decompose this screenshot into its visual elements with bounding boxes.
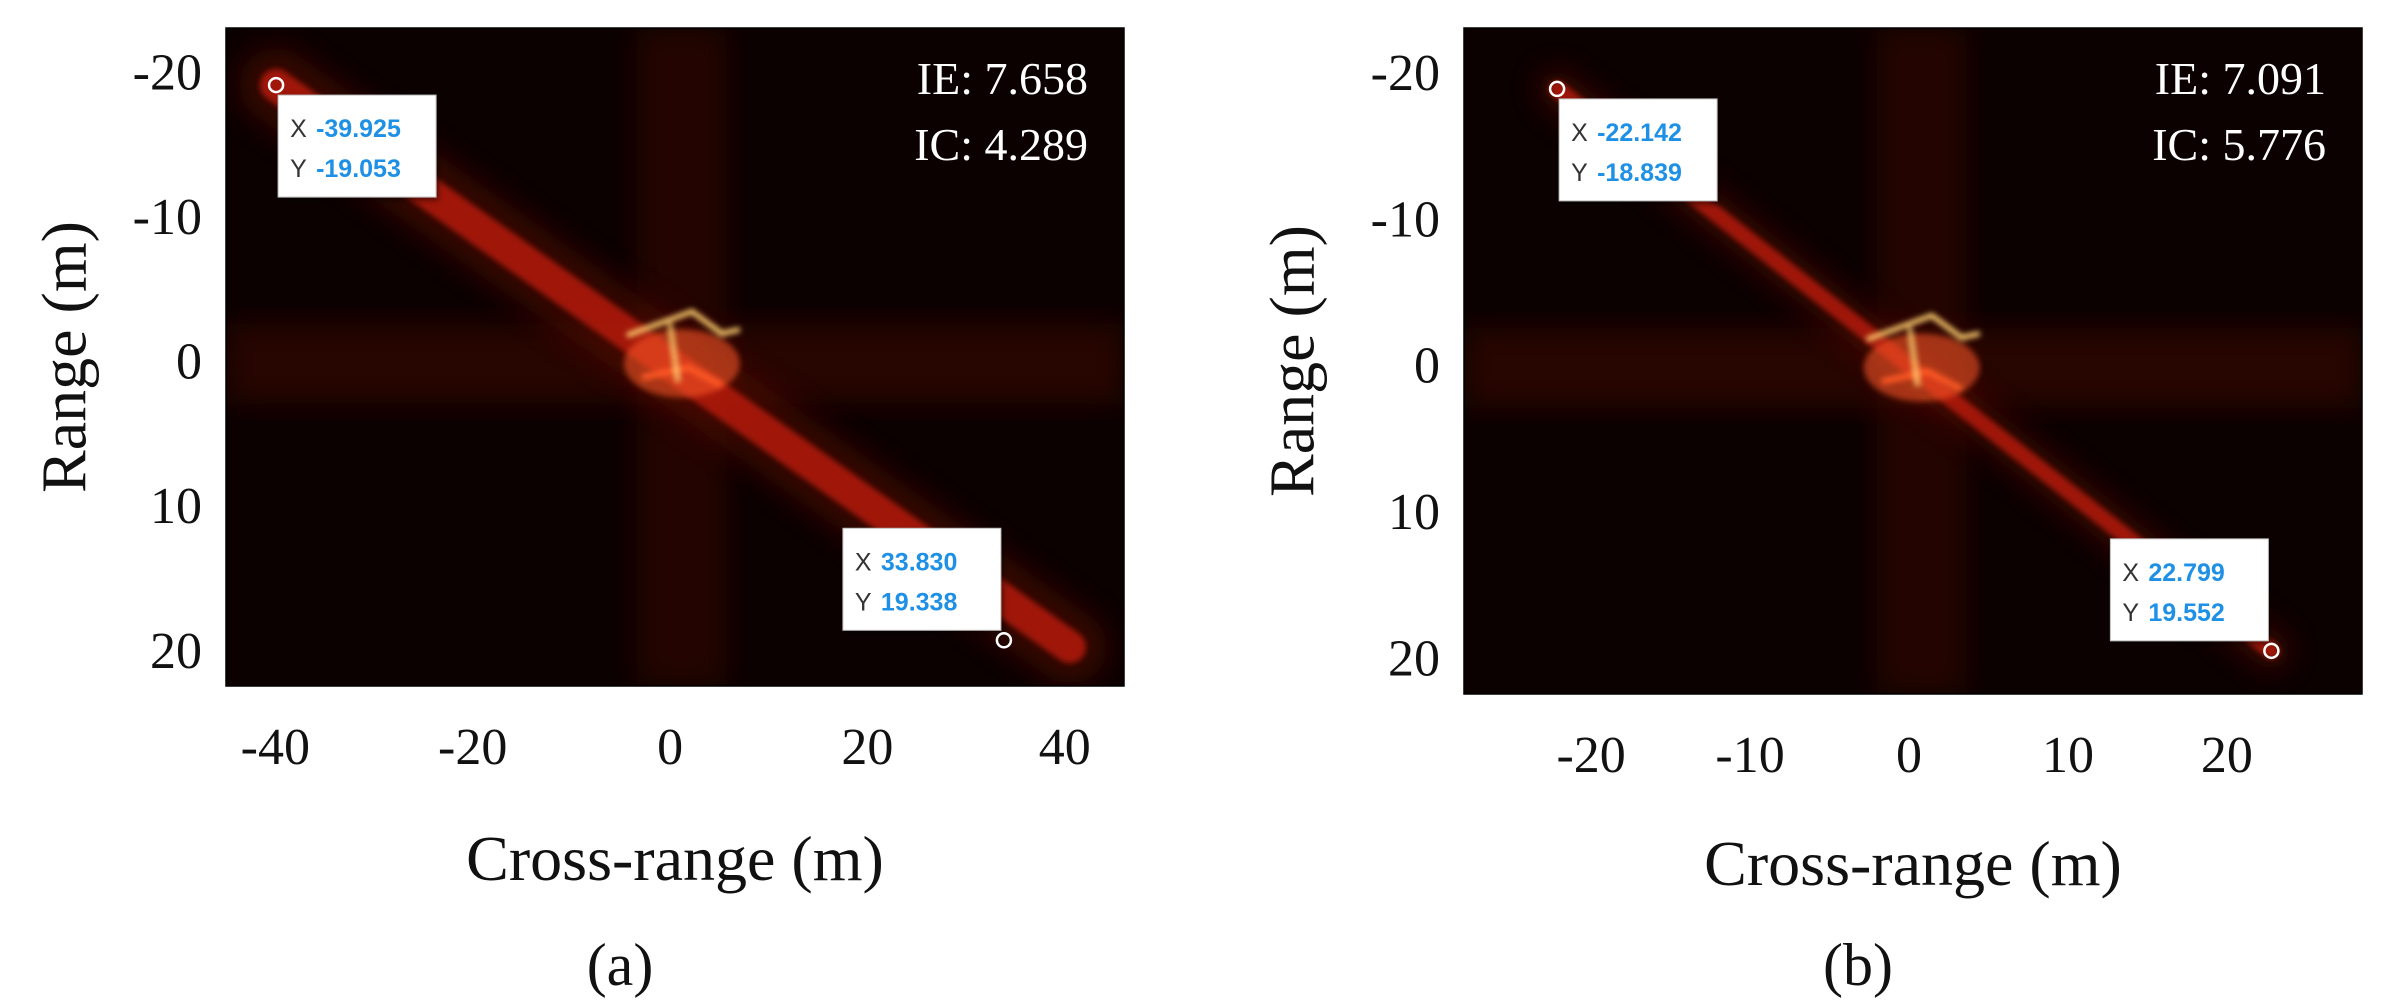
panel-label-b: (b) [1823, 932, 1893, 998]
y-axis-label-a: Range (m) [29, 221, 100, 493]
datatip-box [1558, 98, 1718, 202]
y-tick-label: 20 [150, 623, 202, 680]
datatip-y-value: 19.552 [2148, 599, 2224, 627]
panel-label-a: (a) [587, 932, 654, 998]
x-axis-label-a: Cross-range (m) [466, 823, 884, 894]
datatip-1: X -22.142 Y -18.839 [1548, 80, 1718, 202]
datatip-x-label: X [1571, 119, 1588, 147]
ticks-b: -20 -10 0 10 20 -20 -10 0 10 20 [1371, 45, 2253, 784]
datatip-y-value: -19.053 [316, 155, 401, 183]
datatip-marker [267, 76, 285, 94]
datatip-x-value: 22.799 [2148, 559, 2224, 587]
datatip-y-label: Y [1571, 159, 1588, 187]
metric-ic: IC: 5.776 [2152, 119, 2326, 170]
datatip-y-label: Y [290, 155, 307, 183]
datatip-2: X 33.830 Y 19.338 [842, 527, 1013, 649]
datatip-y-label: Y [855, 588, 872, 616]
plot-area-b: IE: 7.091 IC: 5.776 X -22.142 Y -18.839 X 22.79… [1463, 27, 2363, 695]
y-tick-label: -10 [133, 189, 202, 246]
x-tick-label: -20 [1556, 727, 1625, 784]
x-tick-label: -10 [1715, 727, 1784, 784]
x-tick-label: 0 [657, 719, 683, 776]
datatip-x-value: -22.142 [1597, 119, 1682, 147]
datatip-1: X -39.925 Y -19.053 [267, 76, 437, 198]
datatip-box [2109, 538, 2269, 642]
y-tick-label: -20 [133, 44, 202, 101]
datatip-marker [995, 632, 1013, 649]
plot-frame [1463, 27, 2363, 695]
datatip-box [277, 94, 437, 198]
datatip-x-value: 33.830 [881, 548, 957, 576]
datatip-x-label: X [290, 115, 307, 143]
x-tick-label: -40 [241, 719, 310, 776]
metric-ie: IE: 7.658 [917, 53, 1088, 104]
datatip-2: X 22.799 Y 19.552 [2109, 538, 2280, 660]
target-scatterers [1863, 312, 1981, 402]
x-tick-label: 20 [2201, 727, 2253, 784]
y-axis-label-b: Range (m) [1257, 225, 1328, 497]
y-tick-label: 10 [1388, 484, 1440, 541]
x-tick-label: 20 [841, 719, 893, 776]
y-tick-label: -10 [1371, 191, 1440, 248]
datatip-box [842, 527, 1002, 631]
plot-area-a: IE: 7.658 IC: 4.289 X -39.925 Y -19.053 X 33.83… [225, 27, 1125, 687]
y-tick-label: -20 [1371, 45, 1440, 102]
x-tick-label: 10 [2042, 727, 2094, 784]
datatip-y-label: Y [2122, 599, 2139, 627]
datatip-marker [1548, 80, 1566, 98]
datatip-y-value: 19.338 [881, 588, 958, 616]
datatip-x-label: X [855, 548, 872, 576]
plot-frame [225, 27, 1125, 687]
x-tick-label: 40 [1039, 719, 1091, 776]
y-tick-label: 10 [150, 478, 202, 535]
x-axis-label-b: Cross-range (m) [1704, 828, 2122, 899]
metric-ie: IE: 7.091 [2155, 53, 2326, 104]
panel-a: IE: 7.658 IC: 4.289 X -39.925 Y -19.053 X 33.83… [29, 27, 1125, 998]
datatip-marker [2263, 642, 2280, 660]
panel-b: IE: 7.091 IC: 5.776 X -22.142 Y -18.839 X 22.79… [1257, 27, 2363, 998]
metric-ic: IC: 4.289 [914, 119, 1088, 170]
ticks-a: -40 -20 0 20 40 -20 -10 0 10 20 [133, 44, 1091, 776]
y-tick-label: 20 [1388, 630, 1440, 687]
datatip-x-label: X [2122, 559, 2139, 587]
x-tick-label: -20 [438, 719, 507, 776]
x-tick-label: 0 [1896, 727, 1922, 784]
target-scatterers [623, 308, 741, 398]
y-tick-label: 0 [176, 334, 202, 391]
datatip-x-value: -39.925 [316, 115, 401, 143]
y-tick-label: 0 [1414, 338, 1440, 395]
datatip-y-value: -18.839 [1597, 159, 1682, 187]
